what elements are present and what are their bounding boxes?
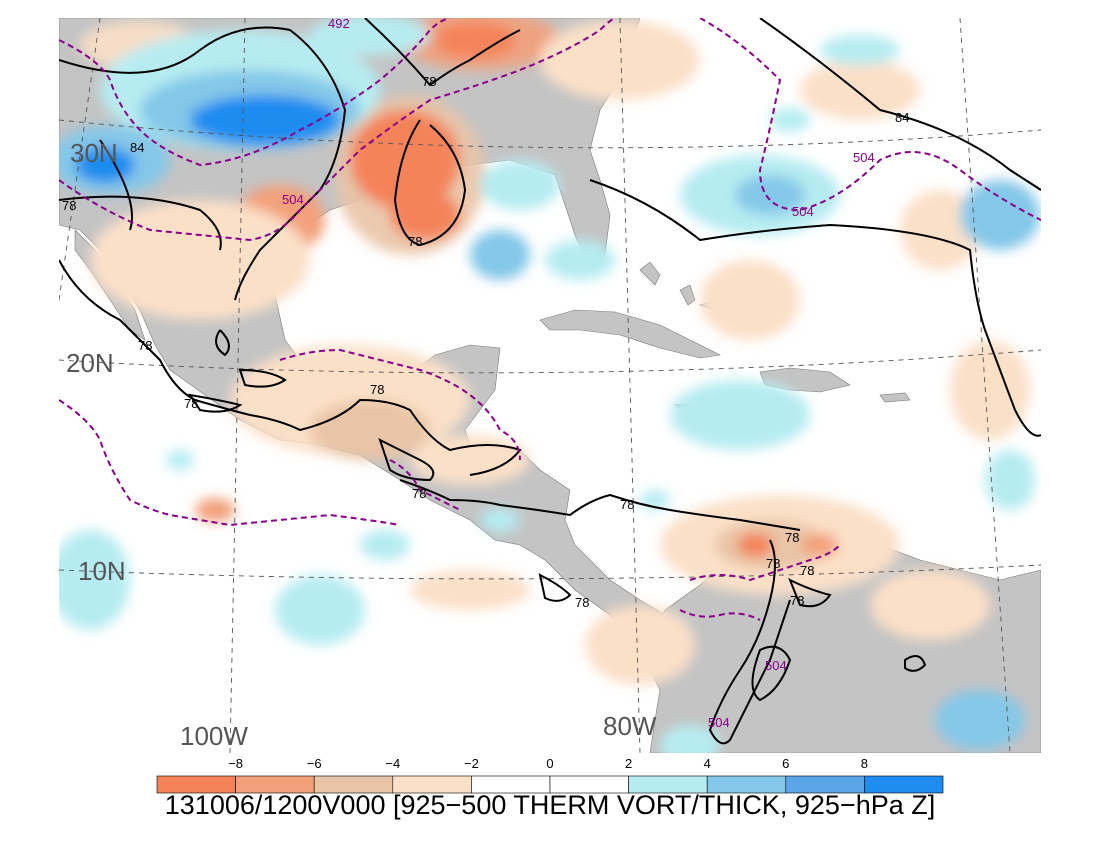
thickness-label: 504	[853, 150, 875, 165]
colorbar-tick-label: 4	[704, 756, 711, 771]
height-label: 84	[895, 110, 909, 125]
height-label: 78	[408, 234, 422, 249]
thickness-label: 504	[708, 715, 730, 730]
height-label: 78	[62, 198, 76, 213]
height-label: 78	[412, 486, 426, 501]
land-cuba	[539, 309, 721, 359]
vorticity-shading	[59, 18, 1040, 753]
height-label: 78	[785, 530, 799, 545]
colorbar: −8 −6 −4 −2 0 2 4 6 8	[156, 756, 944, 794]
colorbar-tick-label: 8	[861, 756, 868, 771]
colorbar-tick-label: 0	[546, 756, 553, 771]
height-label: 78	[575, 595, 589, 610]
height-contours	[59, 18, 1041, 745]
colorbar-tick-label: −2	[464, 756, 479, 771]
height-label: 78	[790, 593, 804, 608]
colorbar-boxes	[156, 775, 944, 794]
graticule	[59, 18, 1041, 753]
height-label: 84	[130, 140, 144, 155]
land-puerto-rico	[879, 392, 911, 403]
colorbar-ticks: −8 −6 −4 −2 0 2 4 6 8	[228, 756, 868, 771]
colorbar-tick-label: 6	[782, 756, 789, 771]
map-title: 131006/1200V000 [925−500 THERM VORT/THIC…	[164, 790, 936, 820]
thickness-label: 504	[792, 204, 814, 219]
height-label: 78	[184, 396, 198, 411]
lat-label-10n: 10N	[78, 556, 126, 586]
height-label: 78	[620, 497, 634, 512]
coordinate-labels: 30N 20N 10N 100W 80W	[66, 138, 657, 751]
lon-label-80w: 80W	[603, 711, 657, 741]
colorbar-box	[864, 775, 944, 794]
lat-label-20n: 20N	[66, 348, 114, 378]
height-label: 78	[138, 338, 152, 353]
lon-label-100w: 100W	[180, 721, 248, 751]
height-label: 78	[422, 74, 436, 89]
thickness-label: 492	[328, 16, 350, 31]
colorbar-tick-label: −6	[307, 756, 322, 771]
height-label: 78	[800, 563, 814, 578]
colorbar-tick-label: −4	[385, 756, 400, 771]
thickness-contour-labels: 492 504 504 504 504 504	[282, 16, 875, 730]
thickness-label: 504	[765, 658, 787, 673]
height-label: 78	[370, 382, 384, 397]
colorbar-tick-label: −8	[228, 756, 243, 771]
height-label: 78	[766, 556, 780, 571]
thickness-label: 504	[282, 192, 304, 207]
colorbar-tick-label: 2	[625, 756, 632, 771]
lat-label-30n: 30N	[70, 138, 118, 168]
height-contour-labels: 84 84 78 78 78 78 78 78 78 78 78 78 78 7…	[62, 74, 909, 610]
thickness-contours	[59, 18, 1041, 621]
